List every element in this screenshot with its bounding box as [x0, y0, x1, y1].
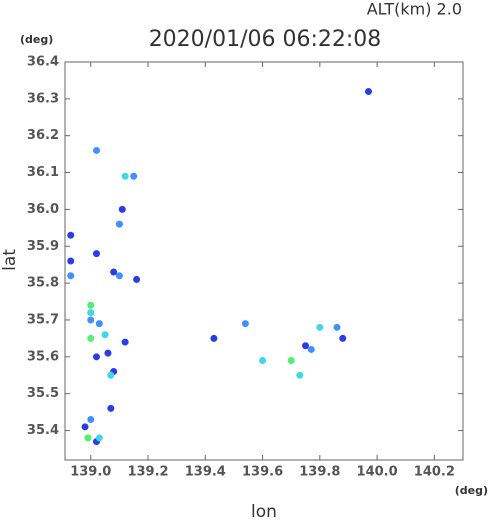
- x-tick-label: 140.2: [414, 465, 455, 480]
- x-axis-label: lon: [251, 502, 277, 521]
- y-unit: (deg): [20, 33, 53, 46]
- echo-point: [92, 353, 100, 361]
- subtitle: ALT(km) 2.0: [367, 0, 462, 19]
- y-tick-label: 35.5: [27, 386, 59, 401]
- echo-point: [95, 320, 103, 328]
- echo-point: [92, 250, 100, 258]
- echo-point: [110, 268, 118, 276]
- x-tick-label: 139.0: [70, 465, 111, 480]
- y-tick-label: 35.4: [27, 423, 59, 438]
- echo-point: [241, 320, 249, 328]
- y-tick-label: 36.3: [27, 91, 59, 106]
- y-tick-label: 36.0: [27, 202, 59, 217]
- y-tick-label: 35.9: [27, 239, 59, 254]
- plot-frame: [64, 61, 464, 461]
- echo-point: [87, 316, 95, 324]
- chart-title: 2020/01/06 06:22:08: [149, 27, 382, 52]
- x-tick-label: 139.2: [127, 465, 168, 480]
- echo-point: [302, 342, 310, 350]
- echo-point: [287, 357, 295, 364]
- y-tick-label: 35.6: [27, 349, 59, 364]
- echo-point: [67, 272, 75, 280]
- echo-point: [107, 371, 115, 379]
- x-tick-label: 139.8: [299, 465, 340, 480]
- echo-point: [87, 301, 95, 309]
- echo-point: [104, 349, 112, 357]
- echo-point: [101, 331, 109, 339]
- echo-point: [95, 434, 103, 442]
- echo-point: [130, 172, 138, 180]
- echo-point: [67, 257, 75, 265]
- y-tick-label: 35.8: [27, 276, 59, 291]
- echo-point: [92, 146, 100, 154]
- echo-point: [210, 334, 218, 342]
- echo-point: [87, 309, 95, 317]
- echo-point: [84, 434, 92, 442]
- echo-point: [67, 231, 75, 239]
- x-tick-label: 139.4: [185, 465, 226, 480]
- y-tick-label: 35.7: [27, 312, 59, 327]
- echo-point: [115, 220, 123, 228]
- echo-point: [333, 323, 341, 331]
- y-tick-label: 36.1: [27, 165, 59, 180]
- x-tick-label: 140.0: [357, 465, 398, 480]
- echo-point: [81, 423, 89, 431]
- y-axis-label: lat: [0, 249, 20, 271]
- y-tick-label: 36.2: [27, 128, 59, 143]
- echo-point: [316, 323, 324, 331]
- y-tick-label: 36.4: [27, 55, 59, 70]
- echo-point: [133, 275, 141, 283]
- echo-point: [365, 87, 373, 95]
- echo-point: [121, 338, 129, 346]
- echo-point: [107, 404, 115, 412]
- echo-point: [118, 205, 126, 213]
- echo-point: [115, 272, 123, 280]
- echo-point: [307, 345, 315, 353]
- echo-point: [296, 371, 304, 379]
- echo-point: [339, 334, 347, 342]
- x-unit: (deg): [455, 484, 488, 497]
- x-tick-label: 139.6: [242, 465, 283, 480]
- echo-point: [87, 334, 95, 342]
- echo-point: [259, 357, 267, 364]
- echo-point: [121, 172, 129, 180]
- echo-point: [87, 415, 95, 423]
